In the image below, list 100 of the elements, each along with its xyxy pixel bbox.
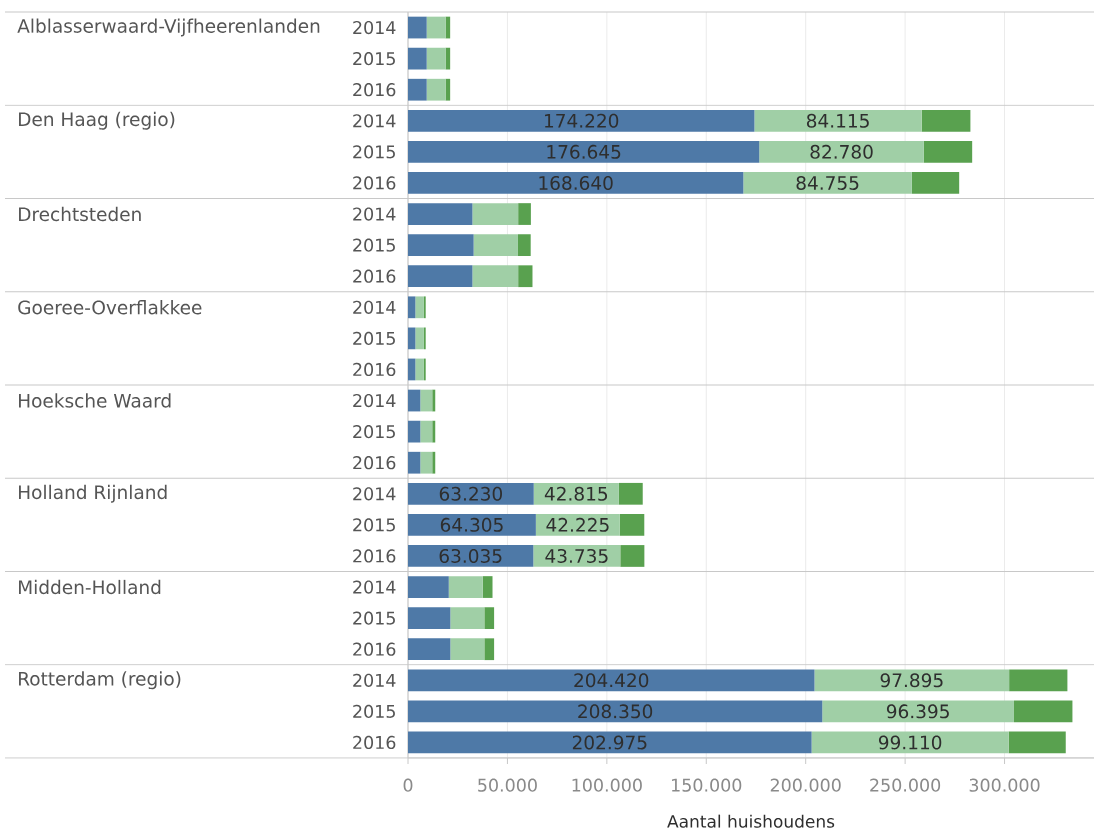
text: Rotterdam (regio) [19,671,181,690]
bar [484,607,495,630]
bar [448,576,483,598]
text: Holland Rijnland [19,484,167,503]
x-tick-label: 300.000 [969,778,1040,792]
data-label: 63.035 [439,548,502,563]
y-tick-label: 2016 [353,83,396,97]
bar [450,607,485,630]
y-tick-label: 2015 [353,611,395,625]
y-tick-label: 2014 [353,393,396,408]
bar [408,141,760,163]
bar [921,109,971,132]
bar [822,700,1014,723]
bar [408,638,451,661]
data-label: 84.755 [796,175,859,190]
bar [408,669,815,692]
data-label: 63.230 [439,486,502,501]
bar [408,482,534,505]
bar [408,576,449,598]
bar [759,141,924,163]
bar [408,16,427,39]
bar [415,358,424,381]
data-label: 174.220 [545,113,619,128]
bar [408,172,744,194]
bar [754,109,922,132]
bar [408,265,473,288]
y-tick-label: 2015 [353,518,395,532]
y-tick-label: 2015 [353,331,395,345]
data-label: 204.420 [574,673,649,688]
bar [408,78,427,101]
text: Midden-Holland [19,579,161,595]
bar [415,296,424,319]
y-tick-label: 2016 [353,362,396,377]
y-tick-label: 2015 [353,145,395,159]
text: Den Haag (regio) [19,111,175,130]
bar [518,203,531,225]
bar [473,234,518,257]
bar [472,203,519,225]
bar [426,16,446,39]
bar [420,420,433,443]
data-label: 202.975 [572,735,647,750]
x-tick-label: 250.000 [870,778,941,792]
x-tick-label: 100.000 [572,778,642,792]
data-label: 96.395 [886,704,949,719]
y-tick-label: 2015 [353,238,395,252]
y-tick-label: 2014 [353,487,396,501]
bar [618,482,643,505]
data-label: 97.895 [880,673,943,688]
x-tick-label: 150.000 [672,778,742,792]
y-tick-label: 2014 [353,207,396,221]
y-tick-label: 2014 [353,20,396,35]
bar [923,141,973,163]
data-label: 208.350 [578,704,653,719]
bar [408,731,812,754]
bar [619,514,645,536]
bar [408,203,473,225]
bar [432,389,436,412]
y-tick-label: 2016 [353,642,396,656]
bar [408,234,474,257]
x-axis-title: Aantal huishoudens [667,814,835,828]
data-label: 43.735 [545,548,608,563]
y-tick-label: 2014 [353,114,396,128]
bar [415,327,424,350]
bar [408,358,416,381]
y-tick-label: 2015 [353,425,395,439]
data-label: 168.640 [539,175,613,190]
data-label: 64.305 [440,517,503,532]
bar [811,731,1009,754]
text: Goeree-Overflakkee [18,300,202,315]
bar [420,451,433,474]
bar [472,265,519,288]
bar [420,389,433,412]
bar [432,451,436,474]
bar [408,451,421,474]
y-tick-label: 2014 [353,580,396,594]
data-label: 82.780 [810,144,873,159]
bar [408,607,451,630]
bar [432,420,436,443]
y-tick-label: 2015 [353,52,395,66]
data-label: 84.115 [806,113,869,128]
text: Alblasserwaard-Vijfheerenlanden [17,18,320,37]
bar [1009,669,1068,692]
y-tick-label: 2016 [353,456,396,470]
data-label: 176.645 [547,144,621,159]
y-tick-label: 2016 [353,176,396,190]
y-tick-label: 2014 [353,300,396,314]
data-label: 42.815 [544,486,608,501]
y-tick-label: 2016 [353,269,396,283]
bar [426,78,446,101]
y-tick-label: 2015 [353,704,395,718]
bar [620,545,645,567]
bar [911,172,960,194]
bar [484,638,495,661]
bar [408,700,823,723]
bar [814,669,1010,692]
bar [482,576,493,598]
bar [408,420,421,443]
bar [1008,731,1066,754]
bar [426,47,446,70]
bar [408,109,755,132]
